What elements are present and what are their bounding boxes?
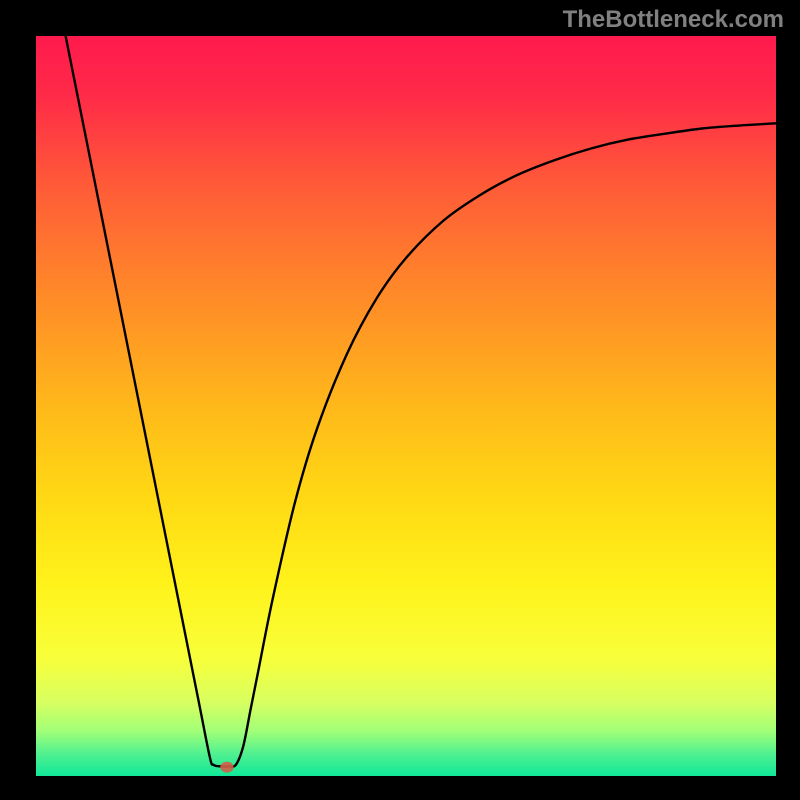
optimal-point-marker (220, 762, 233, 773)
curve-overlay (36, 36, 776, 776)
bottleneck-chart: TheBottleneck.com (0, 0, 800, 800)
watermark-text: TheBottleneck.com (563, 6, 784, 34)
plot-area (36, 36, 776, 776)
bottleneck-curve (66, 36, 776, 767)
